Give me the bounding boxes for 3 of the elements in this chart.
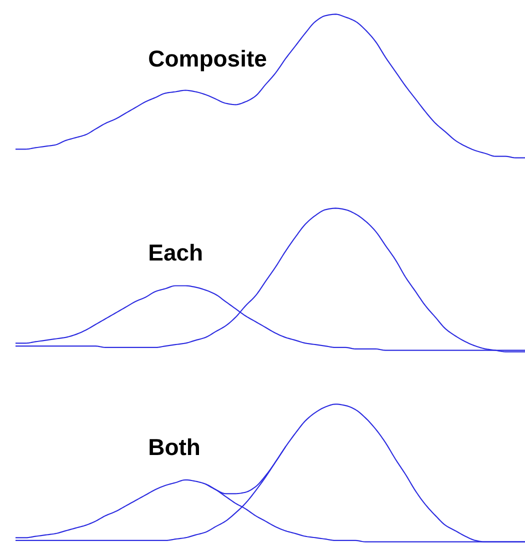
text: Each xyxy=(148,240,204,266)
text: Both xyxy=(148,434,200,460)
text: Composite xyxy=(148,46,267,72)
